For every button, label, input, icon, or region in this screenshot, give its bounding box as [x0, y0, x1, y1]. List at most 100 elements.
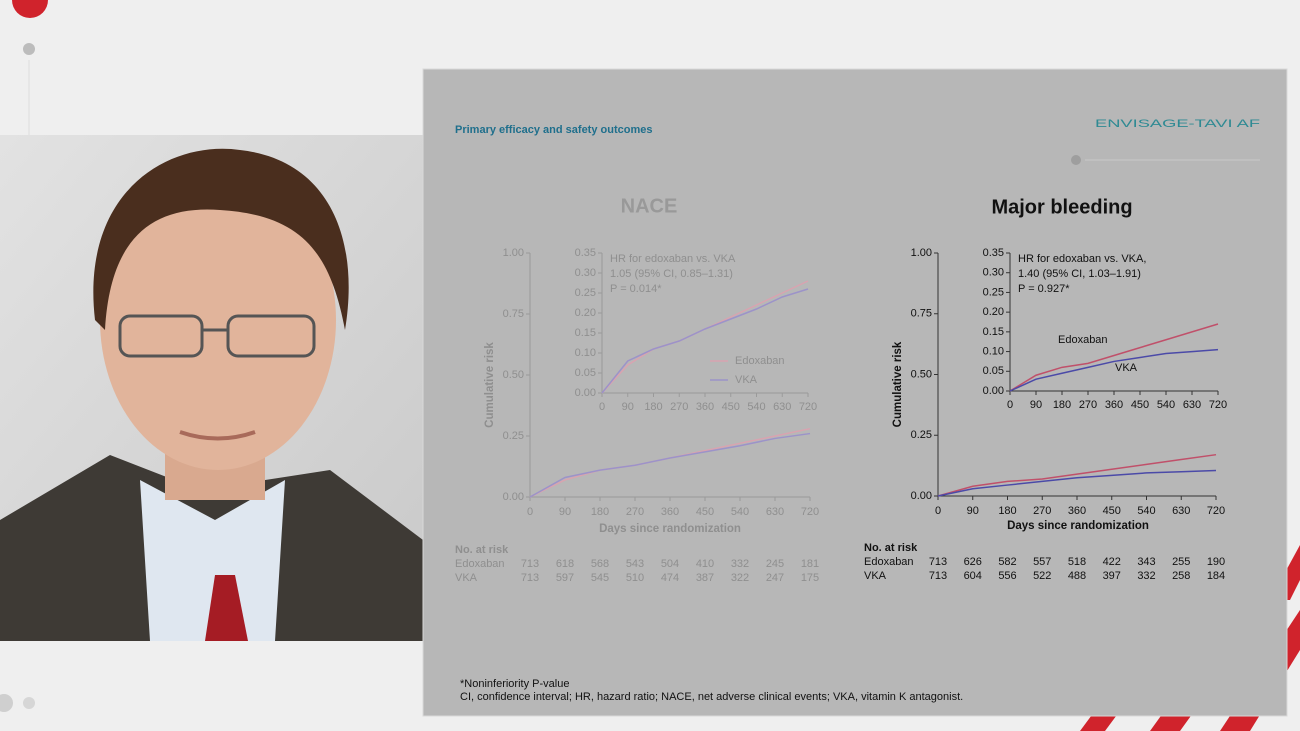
- x-tick-label: 270: [1079, 399, 1097, 411]
- x-tick-label: 630: [1183, 399, 1201, 411]
- x-tick-label: 450: [1103, 505, 1121, 517]
- x-tick-label: 360: [661, 506, 679, 518]
- annotation: P = 0.927*: [1018, 283, 1070, 295]
- line-series: [1009, 348, 1219, 392]
- logo: ENVISAGE-TAVI AF: [1095, 118, 1260, 130]
- at-risk-value: 713: [929, 570, 947, 582]
- at-risk-value: 245: [766, 558, 784, 570]
- at-risk-value: 626: [964, 556, 982, 568]
- y-axis-label: Cumulative risk: [892, 341, 904, 427]
- at-risk-value: 422: [1103, 556, 1121, 568]
- gray-dot: [0, 694, 13, 712]
- x-tick-label: 360: [1068, 505, 1086, 517]
- at-risk-value: 604: [964, 570, 982, 582]
- x-tick-label: 180: [644, 401, 662, 413]
- at-risk-value: 543: [626, 558, 644, 570]
- y-tick-label: 0.35: [575, 247, 596, 259]
- annotation: HR for edoxaban vs. VKA,: [1018, 253, 1146, 265]
- y-tick-label: 0.25: [911, 429, 932, 441]
- gray-dot: [23, 43, 35, 55]
- at-risk-value: 618: [556, 558, 574, 570]
- slide-title: Primary efficacy and safety outcomes: [455, 124, 652, 136]
- at-risk-value: 522: [1033, 570, 1051, 582]
- gray-dot: [23, 697, 35, 709]
- x-tick-label: 90: [622, 401, 634, 413]
- at-risk-value: 258: [1172, 570, 1190, 582]
- x-tick-label: 630: [773, 401, 791, 413]
- at-risk-value: 488: [1068, 570, 1086, 582]
- chart-title: Major bleeding: [991, 196, 1132, 218]
- at-risk-value: 175: [801, 572, 819, 584]
- at-risk-value: 582: [998, 556, 1016, 568]
- y-tick-label: 0.25: [575, 287, 596, 299]
- y-axis-label: Cumulative risk: [484, 342, 496, 428]
- chart-nace: NACE 0.00 0.25 0.50 0.75 1.00 0 90 180 270 360 450 5…: [455, 195, 819, 584]
- y-tick-label: 0.20: [575, 307, 596, 319]
- y-tick-label: 0.00: [503, 491, 524, 503]
- annotation: P = 0.014*: [610, 283, 662, 295]
- y-tick-label: 0.30: [575, 267, 596, 279]
- at-risk-value: 322: [731, 572, 749, 584]
- line-series: [601, 288, 809, 394]
- y-tick-label: 0.05: [983, 365, 1004, 377]
- at-risk-value: 568: [591, 558, 609, 570]
- x-tick-label: 540: [1157, 399, 1175, 411]
- chart-title: NACE: [621, 195, 678, 217]
- red-dot: [12, 0, 48, 18]
- y-tick-label: 0.50: [911, 368, 932, 380]
- y-tick-label: 0.00: [983, 385, 1004, 397]
- annotation: 1.40 (95% CI, 1.03–1.91): [1018, 268, 1141, 280]
- y-tick-label: 0.35: [983, 247, 1004, 259]
- x-tick-label: 270: [626, 506, 644, 518]
- at-risk-value: 474: [661, 572, 679, 584]
- x-tick-label: 720: [1209, 399, 1227, 411]
- y-tick-label: 0.00: [911, 490, 932, 502]
- slide-dot: [1071, 155, 1081, 165]
- at-risk-name: Edoxaban: [455, 558, 505, 570]
- legend-label: Edoxaban: [735, 355, 785, 367]
- x-tick-label: 360: [696, 401, 714, 413]
- x-tick-label: 0: [527, 506, 533, 518]
- slide: [422, 68, 1288, 717]
- y-tick-label: 1.00: [503, 247, 524, 259]
- at-risk-value: 518: [1068, 556, 1086, 568]
- line-series: [1009, 323, 1219, 392]
- at-risk-value: 332: [1137, 570, 1155, 582]
- x-tick-label: 720: [799, 401, 817, 413]
- annotation: HR for edoxaban vs. VKA: [610, 253, 736, 265]
- at-risk-value: 410: [696, 558, 714, 570]
- speaker-video: [0, 135, 423, 641]
- footnote: *Noninferiority P-value: [460, 678, 569, 690]
- y-tick-label: 0.10: [575, 347, 596, 359]
- at-risk-name: VKA: [864, 570, 887, 582]
- x-tick-label: 630: [1172, 505, 1190, 517]
- x-tick-label: 90: [559, 506, 571, 518]
- x-tick-label: 0: [1007, 399, 1013, 411]
- at-risk-value: 557: [1033, 556, 1051, 568]
- at-risk-name: VKA: [455, 572, 478, 584]
- x-tick-label: 450: [1131, 399, 1149, 411]
- at-risk-value: 387: [696, 572, 714, 584]
- x-tick-label: 0: [935, 505, 941, 517]
- y-tick-label: 0.05: [575, 367, 596, 379]
- y-tick-label: 0.00: [575, 387, 596, 399]
- at-risk-name: Edoxaban: [864, 556, 914, 568]
- y-tick-label: 0.15: [983, 326, 1004, 338]
- at-risk-value: 343: [1137, 556, 1155, 568]
- y-tick-label: 0.75: [503, 308, 524, 320]
- x-tick-label: 540: [747, 401, 765, 413]
- at-risk-value: 504: [661, 558, 679, 570]
- x-tick-label: 540: [1137, 505, 1155, 517]
- at-risk-value: 556: [998, 570, 1016, 582]
- legend-label: VKA: [1115, 362, 1138, 374]
- y-tick-label: 0.20: [983, 306, 1004, 318]
- line-series: [937, 469, 1217, 497]
- x-tick-label: 180: [998, 505, 1016, 517]
- x-tick-label: 270: [1033, 505, 1051, 517]
- x-tick-label: 270: [670, 401, 688, 413]
- x-tick-label: 0: [599, 401, 605, 413]
- x-axis-label: Days since randomization: [599, 523, 741, 535]
- x-tick-label: 180: [591, 506, 609, 518]
- chart-bleeding: Major bleeding 0.00 0.25 0.50 0.75 1.00 0 90 180…: [864, 196, 1227, 582]
